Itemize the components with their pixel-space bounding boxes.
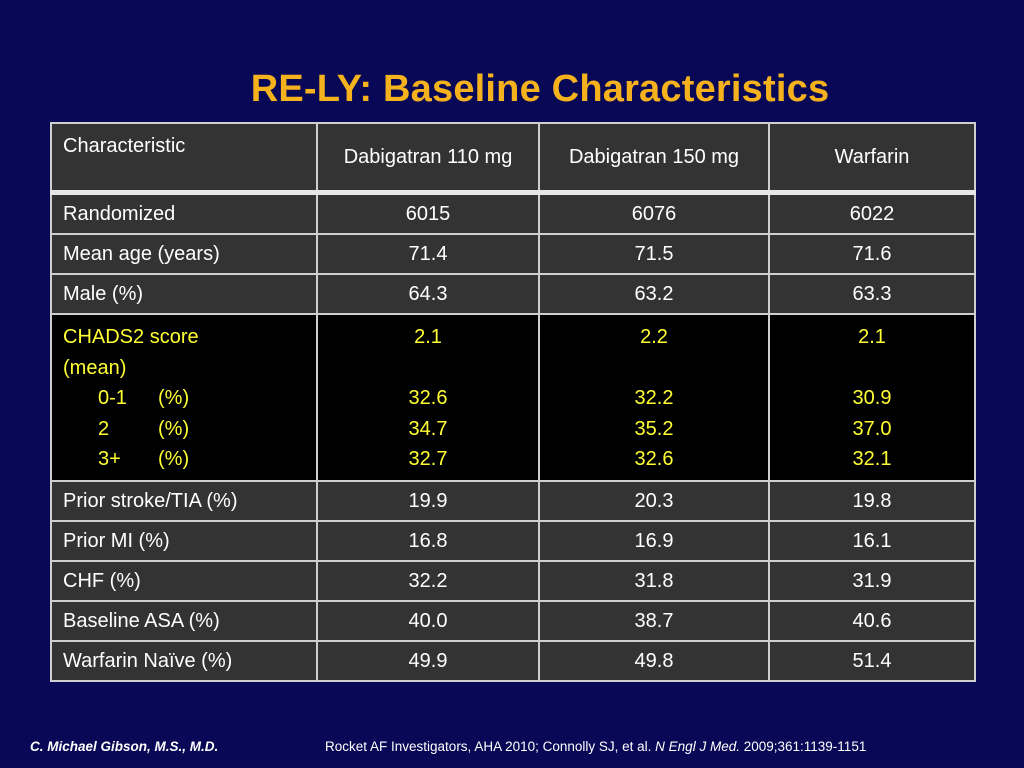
row-label: Male (%) — [50, 273, 318, 315]
table-row-mean-age: Mean age (years) 71.4 71.5 71.6 — [50, 233, 976, 275]
value-dabigatran-150: 31.8 — [538, 560, 770, 602]
row-label: Randomized — [50, 191, 318, 235]
citation-suffix: 2009;361:1139-1151 — [739, 739, 867, 754]
value-warfarin: 63.3 — [768, 273, 976, 315]
value-warfarin: 19.8 — [768, 480, 976, 522]
category-unit: (%) — [158, 448, 190, 470]
chads2-0-1-value: 32.2 — [634, 387, 674, 409]
value-dabigatran-150: 71.5 — [538, 233, 770, 275]
table-row-randomized: Randomized 6015 6076 6022 — [50, 191, 976, 235]
chads2-label-line1: CHADS2 score — [63, 326, 199, 348]
chads2-2-value: 34.7 — [408, 417, 448, 440]
chads2-2-value: 37.0 — [852, 417, 892, 440]
value-warfarin: 40.6 — [768, 600, 976, 642]
value-warfarin: 51.4 — [768, 640, 976, 682]
header-warfarin: Warfarin — [768, 122, 976, 195]
value-dabigatran-110: 71.4 — [316, 233, 540, 275]
table-row-warfarin-naive: Warfarin Naïve (%) 49.9 49.8 51.4 — [50, 640, 976, 682]
value-dabigatran-110: 19.9 — [316, 480, 540, 522]
chads2-category-2: 2 (%) — [63, 414, 316, 445]
footer-citation: Rocket AF Investigators, AHA 2010; Conno… — [325, 739, 866, 754]
value-dabigatran-150: 16.9 — [538, 520, 770, 562]
footer-author: C. Michael Gibson, M.S., M.D. — [30, 739, 219, 754]
value-dabigatran-110: 32.2 — [316, 560, 540, 602]
table-row-chads2-score: CHADS2 score (mean) 0-1 (%) 2 (%) 3+ (%) 2.… — [50, 313, 976, 482]
chads2-label-line2: (mean) — [63, 356, 127, 379]
chads2-values-dabigatran-110: 2.1 32.6 34.7 32.7 — [316, 313, 540, 482]
row-label: Mean age (years) — [50, 233, 318, 275]
table-row-male: Male (%) 64.3 63.2 63.3 — [50, 273, 976, 315]
value-dabigatran-150: 38.7 — [538, 600, 770, 642]
table-header-row: Characteristic Dabigatran 110 mg Dabigat… — [50, 122, 976, 195]
spacer — [770, 353, 974, 384]
chads2-3plus-value: 32.7 — [408, 448, 448, 470]
chads2-3plus-value: 32.6 — [634, 448, 674, 470]
category-label: 0-1 — [98, 387, 127, 409]
value-dabigatran-110: 49.9 — [316, 640, 540, 682]
baseline-characteristics-table: Characteristic Dabigatran 110 mg Dabigat… — [50, 122, 976, 682]
chads2-0-1-value: 32.6 — [408, 387, 448, 409]
table-row-chf: CHF (%) 32.2 31.8 31.9 — [50, 560, 976, 602]
table-row-prior-stroke-tia: Prior stroke/TIA (%) 19.9 20.3 19.8 — [50, 480, 976, 522]
value-dabigatran-110: 64.3 — [316, 273, 540, 315]
category-unit: (%) — [158, 387, 190, 409]
value-warfarin: 16.1 — [768, 520, 976, 562]
table-row-prior-mi: Prior MI (%) 16.8 16.9 16.1 — [50, 520, 976, 562]
row-label: Prior stroke/TIA (%) — [50, 480, 318, 522]
row-label: Baseline ASA (%) — [50, 600, 318, 642]
value-dabigatran-150: 20.3 — [538, 480, 770, 522]
value-dabigatran-110: 6015 — [316, 191, 540, 235]
category-label: 2 — [98, 417, 110, 440]
row-label: CHF (%) — [50, 560, 318, 602]
chads2-mean: 2.1 — [414, 326, 442, 348]
header-dabigatran-150: Dabigatran 150 mg — [538, 122, 770, 195]
spacer — [318, 353, 538, 384]
slide-title: RE-LY: Baseline Characteristics — [250, 68, 830, 111]
citation-journal: N Engl J Med. — [655, 739, 740, 754]
citation-prefix: Rocket AF Investigators, AHA 2010; Conno… — [325, 739, 656, 754]
chads2-category-3plus: 3+ (%) — [63, 444, 316, 475]
value-dabigatran-150: 6076 — [538, 191, 770, 235]
row-label: Warfarin Naïve (%) — [50, 640, 318, 682]
spacer — [540, 353, 768, 384]
row-label: Prior MI (%) — [50, 520, 318, 562]
chads2-0-1-value: 30.9 — [852, 387, 892, 409]
chads2-mean: 2.2 — [640, 326, 668, 348]
chads2-mean: 2.1 — [858, 326, 886, 348]
header-characteristic: Characteristic — [50, 122, 318, 195]
category-label: 3+ — [98, 448, 121, 470]
category-unit: (%) — [158, 417, 190, 440]
table-row-baseline-asa: Baseline ASA (%) 40.0 38.7 40.6 — [50, 600, 976, 642]
chads2-3plus-value: 32.1 — [852, 448, 892, 470]
value-dabigatran-110: 16.8 — [316, 520, 540, 562]
header-dabigatran-110: Dabigatran 110 mg — [316, 122, 540, 195]
value-dabigatran-150: 49.8 — [538, 640, 770, 682]
chads2-values-warfarin: 2.1 30.9 37.0 32.1 — [768, 313, 976, 482]
value-warfarin: 6022 — [768, 191, 976, 235]
chads2-2-value: 35.2 — [634, 417, 674, 440]
chads2-label-cell: CHADS2 score (mean) 0-1 (%) 2 (%) 3+ (%) — [50, 313, 318, 482]
value-warfarin: 71.6 — [768, 233, 976, 275]
value-dabigatran-110: 40.0 — [316, 600, 540, 642]
value-warfarin: 31.9 — [768, 560, 976, 602]
value-dabigatran-150: 63.2 — [538, 273, 770, 315]
chads2-values-dabigatran-150: 2.2 32.2 35.2 32.6 — [538, 313, 770, 482]
chads2-category-0-1: 0-1 (%) — [63, 383, 316, 414]
